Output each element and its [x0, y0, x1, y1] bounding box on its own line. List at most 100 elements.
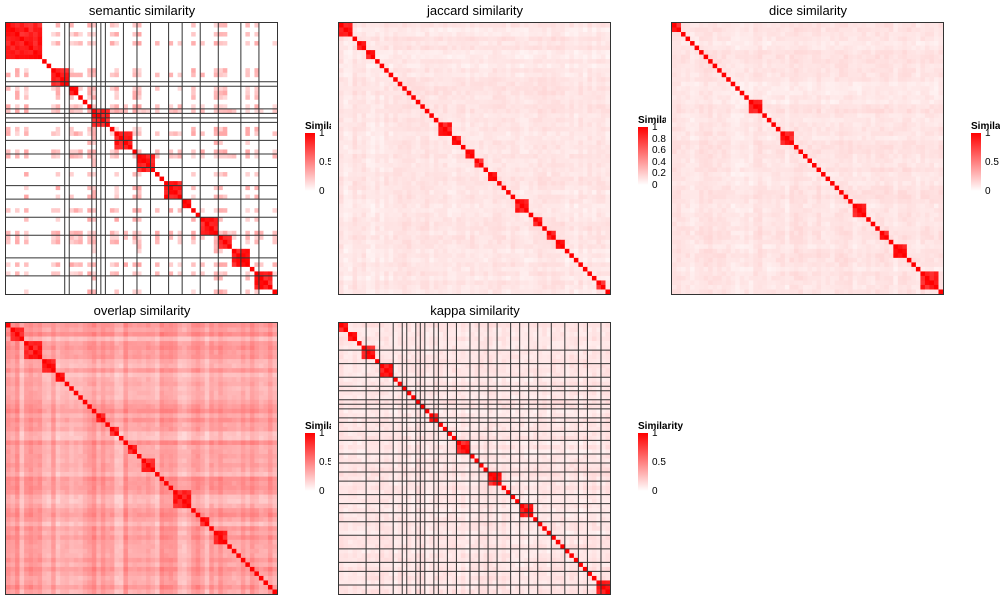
heatmap-cell: [388, 104, 394, 110]
heatmap-cell: [236, 221, 242, 227]
heatmap-cell: [569, 77, 575, 83]
heatmap-cell: [127, 185, 133, 191]
heatmap-cell: [213, 253, 219, 259]
heatmap-cell: [195, 185, 201, 191]
heatmap-cell: [209, 54, 215, 60]
heatmap-cell: [69, 190, 75, 195]
heatmap-cell: [173, 235, 178, 241]
heatmap-cell: [231, 36, 237, 42]
heatmap-cell: [397, 108, 403, 114]
heatmap-cell: [213, 59, 219, 64]
heatmap-cell: [55, 27, 61, 33]
heatmap-cell: [204, 275, 210, 281]
heatmap-cell: [19, 59, 25, 64]
heatmap-cell: [515, 72, 520, 78]
heatmap-cell: [442, 45, 448, 51]
heatmap-cell: [105, 230, 111, 236]
heatmap-cell: [127, 117, 133, 123]
heatmap-cell: [263, 280, 269, 286]
heatmap-cell: [118, 266, 124, 272]
heatmap-cell: [87, 217, 93, 223]
heatmap-cell: [15, 176, 20, 182]
heatmap-cell: [164, 158, 169, 164]
heatmap-cell: [46, 253, 52, 259]
heatmap-cell: [150, 122, 156, 128]
heatmap-cell: [6, 266, 11, 272]
heatmap-cell: [388, 117, 394, 123]
heatmap-cell: [254, 36, 260, 42]
heatmap-cell: [87, 45, 93, 51]
heatmap-cell: [249, 257, 255, 263]
heatmap-cell: [150, 248, 156, 254]
heatmap-cell: [424, 27, 430, 33]
heatmap-cell: [177, 99, 183, 105]
heatmap-cell: [10, 230, 16, 236]
heatmap-cell: [249, 86, 255, 92]
heatmap-cell: [123, 77, 129, 83]
heatmap-cell: [141, 244, 147, 250]
heatmap-cell: [204, 36, 210, 42]
heatmap-cell: [209, 280, 215, 286]
heatmap-cell: [78, 275, 84, 281]
heatmap-cell: [515, 41, 520, 46]
heatmap-cell: [191, 289, 196, 294]
heatmap-cell: [15, 59, 20, 64]
heatmap-cell: [186, 181, 192, 186]
heatmap-cell: [73, 122, 79, 128]
heatmap-cell: [136, 117, 142, 123]
heatmap-cell: [245, 117, 251, 123]
heatmap-cell: [415, 81, 421, 87]
heatmap-cell: [429, 27, 435, 33]
heatmap-cell: [114, 27, 120, 33]
heatmap-cell: [231, 271, 237, 277]
heatmap-cell: [348, 90, 353, 96]
heatmap-cell: [15, 262, 20, 268]
heatmap-cell: [204, 257, 210, 263]
heatmap-cell: [64, 239, 70, 245]
heatmap-cell: [218, 167, 224, 173]
heatmap-cell: [555, 117, 561, 123]
heatmap-cell: [37, 59, 43, 64]
heatmap-cell: [573, 68, 579, 73]
heatmap-cell: [132, 181, 138, 186]
heatmap-cell: [542, 104, 548, 110]
heatmap-cell: [442, 59, 448, 64]
heatmap-cell: [123, 95, 129, 101]
heatmap-cell: [100, 253, 106, 259]
heatmap-cell: [82, 244, 88, 250]
heatmap-cell: [200, 217, 206, 223]
heatmap-cell: [267, 280, 273, 286]
heatmap-cell: [429, 23, 435, 28]
heatmap-cell: [402, 54, 408, 60]
heatmap-cell: [258, 72, 264, 78]
heatmap-cell: [222, 135, 228, 141]
heatmap-cell: [150, 54, 156, 60]
heatmap-cell: [236, 235, 242, 241]
heatmap-cell: [164, 190, 169, 195]
heatmap-cell: [87, 81, 93, 87]
heatmap-cell: [168, 135, 174, 141]
heatmap-cell: [231, 163, 237, 168]
heatmap-cell: [100, 284, 106, 290]
heatmap-cell: [451, 68, 457, 73]
heatmap-cell: [37, 144, 43, 150]
heatmap-cell: [105, 172, 111, 177]
heatmap-cell: [37, 41, 43, 46]
heatmap-cell: [114, 248, 120, 254]
heatmap-cell: [451, 77, 457, 83]
heatmap-cell: [249, 27, 255, 33]
heatmap-cell: [87, 248, 93, 254]
heatmap-cell: [222, 199, 228, 204]
heatmap-cell: [87, 72, 93, 78]
heatmap-cell: [200, 167, 206, 173]
heatmap-cell: [141, 262, 147, 268]
heatmap-cell: [438, 45, 444, 51]
heatmap-cell: [10, 149, 16, 155]
heatmap-cell: [258, 212, 264, 218]
heatmap-cell: [64, 217, 70, 223]
heatmap-cell: [195, 144, 201, 150]
heatmap-cell: [42, 50, 47, 55]
heatmap-cell: [388, 63, 394, 69]
heatmap-cell: [542, 108, 548, 114]
heatmap-cell: [51, 36, 56, 42]
